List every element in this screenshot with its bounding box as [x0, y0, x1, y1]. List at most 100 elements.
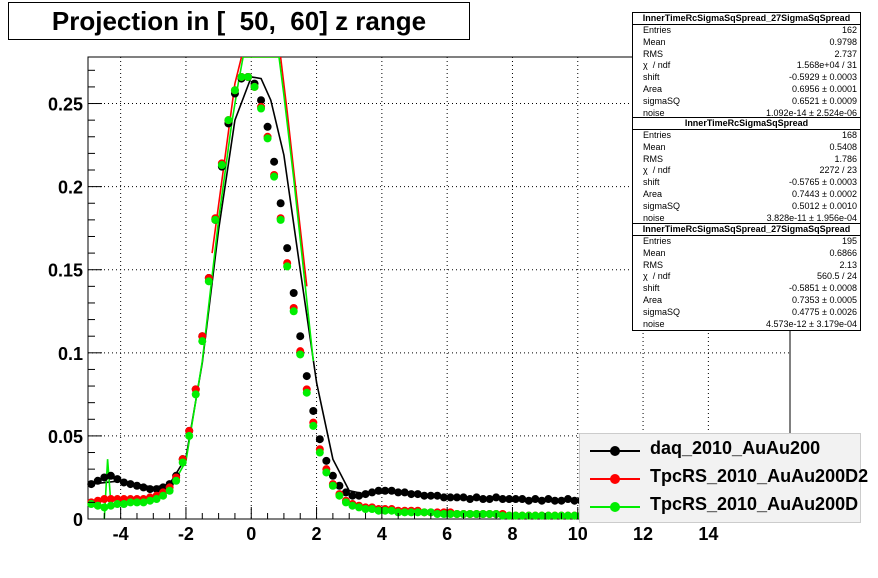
stats-row: Entries 162	[633, 25, 860, 37]
data-point	[335, 491, 344, 500]
legend-item-tpcrs-d: TpcRS_2010_AuAu200D	[580, 492, 860, 518]
stats-value: -0.5929 ± 0.0003	[789, 72, 857, 83]
data-point	[341, 488, 350, 497]
data-point	[420, 491, 429, 500]
y-tick-label: 0.1	[58, 344, 83, 364]
data-point	[302, 372, 311, 381]
data-point	[309, 406, 318, 415]
stats-box: InnerTimeRcSigmaSqSpread Entries 168 Mean 0.…	[632, 117, 861, 226]
y-tick-label: 0.05	[48, 427, 83, 447]
stats-label: Area	[643, 294, 663, 305]
stats-value: -0.5765 ± 0.0003	[789, 177, 857, 188]
data-point	[93, 501, 102, 510]
stats-label: sigmaSQ	[643, 95, 681, 106]
data-point	[276, 199, 285, 208]
data-point	[413, 508, 422, 517]
data-point	[387, 506, 396, 515]
data-point	[250, 82, 259, 91]
legend-label: TpcRS_2010_AuAu200D2	[650, 466, 869, 486]
data-point	[407, 490, 416, 499]
data-point	[381, 506, 390, 515]
data-point	[328, 481, 337, 490]
data-point	[531, 511, 540, 520]
stats-value: 3.828e-11 ± 1.956e-04	[766, 212, 857, 223]
stats-label: Mean	[643, 247, 666, 258]
stats-row: RMS 2.737	[633, 49, 860, 61]
stats-value: 1.568e+04 / 31	[796, 60, 857, 71]
legend-item-daq: daq_2010_AuAu200	[580, 436, 860, 462]
data-point	[296, 350, 305, 359]
data-point	[289, 307, 298, 316]
data-point	[322, 468, 331, 477]
data-point	[119, 500, 128, 509]
stats-label: RMS	[643, 153, 663, 164]
data-point	[172, 476, 181, 485]
stats-label: sigmaSQ	[643, 200, 681, 211]
stats-row: shift -0.5765 ± 0.0003	[633, 177, 860, 189]
stats-row: noise 1.092e-14 ± 2.524e-06	[633, 108, 860, 120]
data-point	[544, 495, 553, 504]
legend-marker	[610, 474, 620, 484]
data-point	[139, 498, 148, 507]
stats-box: InnerTimeRcSigmaSqSpread_27SigmaSqSpread…	[632, 223, 861, 332]
fit-curve	[103, 57, 315, 519]
data-point	[563, 495, 572, 504]
data-point	[152, 495, 161, 504]
legend-label: daq_2010_AuAu200	[650, 438, 821, 458]
stats-label: Mean	[643, 141, 666, 152]
x-tick-label: 4	[377, 524, 387, 544]
data-point	[263, 134, 272, 143]
data-point	[126, 480, 135, 489]
stats-title: InnerTimeRcSigmaSqSpread_27SigmaSqSpread	[633, 13, 860, 25]
data-point	[433, 491, 442, 500]
data-point	[315, 448, 324, 457]
data-point	[355, 491, 364, 500]
x-tick-label: 8	[507, 524, 517, 544]
x-tick-label: 2	[312, 524, 322, 544]
fit-curves	[91, 57, 383, 519]
stats-value: 0.6866	[829, 247, 857, 258]
data-point	[100, 503, 109, 512]
stats-box: InnerTimeRcSigmaSqSpread_27SigmaSqSpread…	[632, 12, 861, 121]
data-point	[407, 508, 416, 517]
data-point	[485, 510, 494, 519]
fit-curve	[91, 75, 383, 495]
data-point	[511, 511, 520, 520]
data-point	[309, 421, 318, 430]
data-point	[452, 510, 461, 519]
data-point	[381, 486, 390, 495]
data-point	[426, 491, 435, 500]
stats-label: RMS	[643, 48, 663, 59]
stats-value: 0.6956 ± 0.0001	[792, 83, 857, 94]
stats-value: 168	[841, 130, 857, 140]
fit-curve	[211, 57, 308, 287]
data-point	[283, 244, 292, 253]
stats-value: 0.5012 ± 0.0010	[792, 200, 857, 211]
data-point	[132, 498, 141, 507]
x-tick-label: -4	[113, 524, 129, 544]
stats-row: Area 0.6956 ± 0.0001	[633, 84, 860, 96]
data-point	[139, 483, 148, 492]
data-point	[400, 488, 409, 497]
data-point	[387, 486, 396, 495]
data-point	[283, 262, 292, 271]
stats-row: RMS 1.786	[633, 154, 860, 166]
data-point	[413, 490, 422, 499]
y-tick-label: 0	[73, 510, 83, 530]
stats-value: 0.9798	[829, 36, 857, 47]
data-point	[361, 505, 370, 514]
data-point	[544, 511, 553, 520]
data-point	[113, 500, 122, 509]
data-point	[524, 496, 533, 505]
stats-label: shift	[643, 72, 660, 83]
data-point	[289, 288, 298, 297]
stats-value: 0.7443 ± 0.0002	[792, 188, 857, 199]
stats-value: 0.7353 ± 0.0005	[792, 294, 857, 305]
data-point	[531, 495, 540, 504]
stats-row: Area 0.7443 ± 0.0002	[633, 189, 860, 201]
data-point	[511, 495, 520, 504]
y-tick-label: 0.2	[58, 178, 83, 198]
data-point	[368, 488, 377, 497]
legend-marker	[610, 502, 620, 512]
x-tick-label: 12	[633, 524, 653, 544]
